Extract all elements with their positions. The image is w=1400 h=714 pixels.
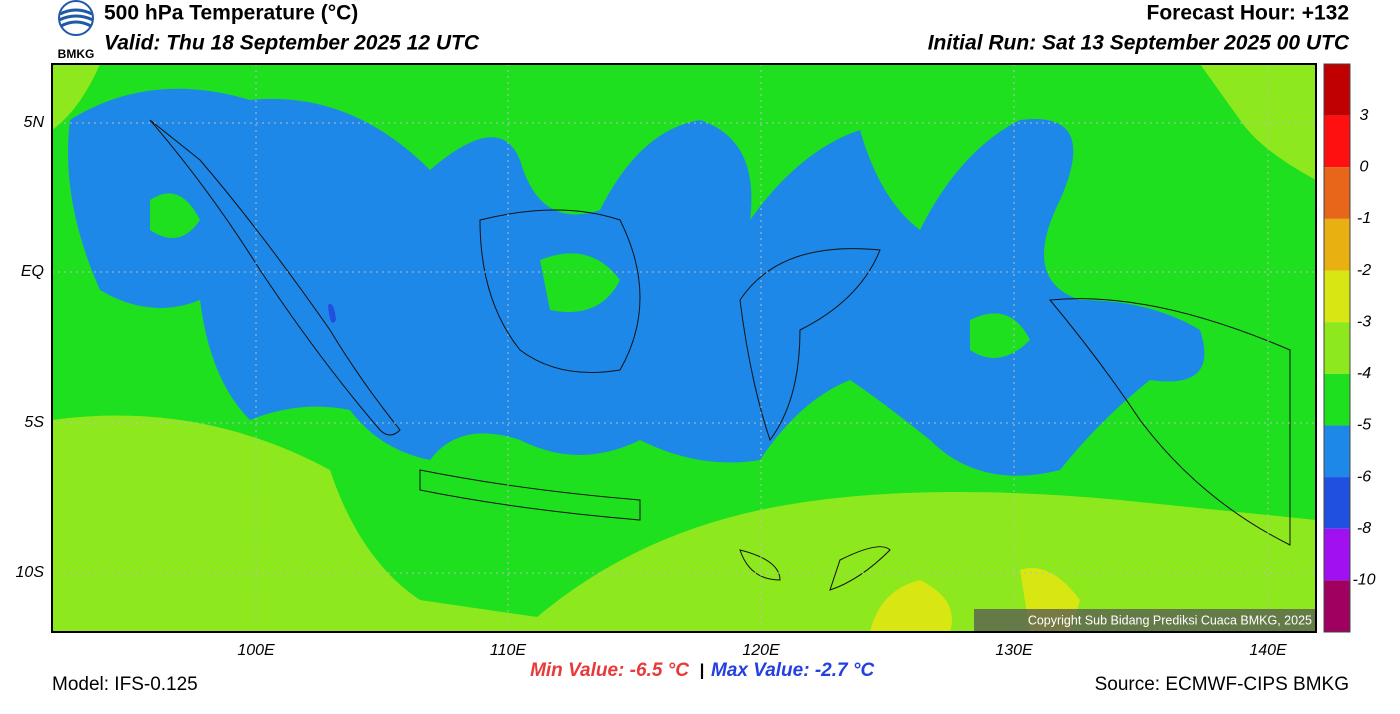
map-frame — [51, 63, 1317, 633]
colorbar-label: -5 — [1357, 417, 1371, 434]
logo-text: BMKG — [58, 47, 95, 61]
max-value: Max Value: -2.7 °C — [711, 660, 874, 681]
colorbar-label: -6 — [1357, 468, 1371, 485]
colorbar-segment — [1324, 477, 1350, 529]
valid-time: Valid: Thu 18 September 2025 12 UTC — [104, 32, 480, 55]
colorbar-segment — [1324, 64, 1350, 116]
copyright: Copyright Sub Bidang Prediksi Cuaca BMKG… — [1028, 613, 1312, 627]
colorbar-segment — [1324, 528, 1350, 581]
colorbar-segment — [1324, 580, 1350, 632]
forecast-hour: Forecast Hour: +132 — [1147, 2, 1350, 25]
colorbar-segment — [1324, 425, 1350, 478]
colorbar-segment — [1324, 270, 1350, 323]
min-value: Min Value: -6.5 °C — [530, 660, 689, 681]
colorbar-segment — [1324, 115, 1350, 168]
graticule — [52, 64, 1316, 632]
colorbar-label: -4 — [1357, 365, 1371, 382]
lon-label: 120E — [742, 642, 780, 659]
separator: | — [700, 660, 705, 679]
colorbar-label: 3 — [1360, 107, 1369, 124]
model: Model: IFS-0.125 — [52, 674, 198, 695]
lat-label: 10S — [16, 564, 45, 581]
colorbar-label: -8 — [1357, 520, 1371, 537]
lon-label: 130E — [995, 642, 1033, 659]
colorbar-label: 0 — [1360, 158, 1369, 175]
initial-run: Initial Run: Sat 13 September 2025 00 UT… — [928, 32, 1350, 55]
lon-label: 140E — [1249, 642, 1287, 659]
colorbar-segment — [1324, 167, 1350, 219]
colorbar-segment — [1324, 322, 1350, 374]
title: 500 hPa Temperature (°C) — [104, 2, 358, 25]
colorbar-frame — [1323, 63, 1351, 633]
lon-label: 110E — [490, 642, 527, 659]
colorbar-label: -10 — [1352, 572, 1375, 589]
lon-label: 100E — [237, 642, 275, 659]
colorbar-segment — [1324, 373, 1350, 426]
logo: BMKG — [58, 0, 95, 61]
colorbar-segment — [1324, 218, 1350, 271]
lat-label: 5S — [24, 414, 44, 431]
source: Source: ECMWF-CIPS BMKG — [1095, 674, 1349, 695]
colorbar: 3 0 -1 -2 -3 -4 -5 -6 -8 -10 — [1323, 63, 1376, 633]
map-field: Copyright Sub Bidang Prediksi Cuaca BMKG… — [52, 64, 1316, 632]
axis-labels: 5N EQ 5S 10S 100E 110E 120E 130E 140E — [16, 114, 1287, 659]
colorbar-label: -1 — [1357, 210, 1371, 227]
colorbar-label: -2 — [1357, 262, 1371, 279]
lat-label: 5N — [24, 114, 45, 131]
colorbar-label: -3 — [1357, 313, 1371, 330]
lat-label: EQ — [21, 263, 44, 280]
